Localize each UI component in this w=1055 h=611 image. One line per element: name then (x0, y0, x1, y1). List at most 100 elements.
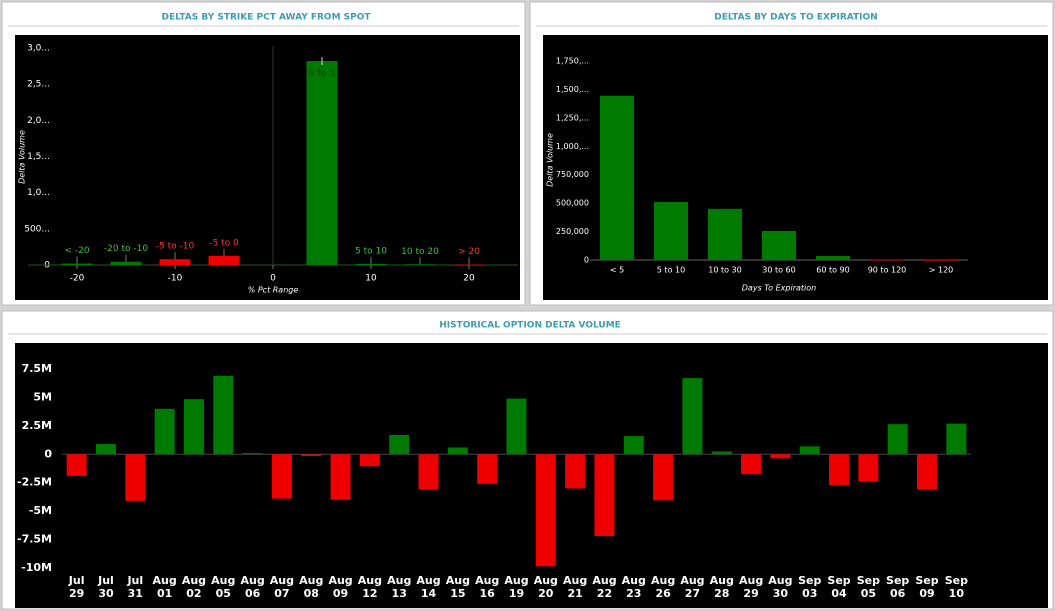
x-tick-label: < 5 (610, 266, 624, 275)
bar (924, 259, 958, 261)
x-tick-label: 20 (463, 274, 475, 284)
bar (154, 408, 175, 455)
bar (477, 454, 498, 484)
bar (506, 398, 527, 455)
y-tick-label: 1,500,... (556, 85, 589, 94)
bar (359, 454, 380, 467)
y-tick-label: 1,000,... (556, 142, 589, 151)
x-tick-label: 10 (365, 274, 377, 284)
chart-title: DELTAS BY STRIKE PCT AWAY FROM SPOT (161, 13, 371, 23)
chart-title: HISTORICAL OPTION DELTA VOLUME (439, 321, 621, 331)
data-label: > 20 (458, 247, 480, 257)
bar (418, 454, 439, 490)
x-tick-label: Aug 14 (416, 574, 441, 600)
x-tick-label: Aug 20 (533, 574, 558, 600)
y-tick-label: 0 (44, 447, 52, 460)
bar (623, 436, 644, 455)
x-tick-label: Aug 21 (563, 574, 588, 600)
x-tick-label: 10 to 30 (708, 266, 741, 275)
bar (306, 61, 338, 265)
x-tick-label: Aug 29 (738, 574, 764, 600)
x-tick-label: 5 to 10 (657, 266, 685, 275)
plot-area (15, 35, 520, 300)
data-label: 10 to 20 (401, 247, 439, 257)
data-label: -5 to 0 (209, 238, 239, 248)
bar (95, 444, 116, 455)
bar (654, 202, 688, 260)
plot-area (15, 343, 1048, 608)
bar (330, 454, 351, 500)
bar (653, 454, 674, 501)
x-tick-label: Aug 23 (621, 574, 646, 600)
x-tick-label: Aug 06 (240, 574, 265, 600)
bar (682, 378, 703, 455)
bar (404, 264, 436, 266)
x-tick-label: Sep 04 (827, 574, 851, 600)
y-tick-label: 1,0... (27, 188, 50, 198)
bar (887, 424, 908, 455)
x-axis-title: % Pct Range (248, 286, 299, 295)
y-tick-label: 0 (584, 256, 589, 265)
bar (829, 454, 850, 485)
y-tick-label: 3,0... (27, 44, 50, 54)
y-tick-label: 7.5M (22, 362, 52, 375)
x-tick-label: Aug 22 (592, 574, 617, 600)
y-tick-label: 1,250,... (556, 113, 589, 122)
y-tick-label: 250,000 (556, 227, 589, 236)
y-tick-label: 2.5M (22, 419, 52, 432)
bar (799, 446, 820, 455)
x-tick-label: Aug 30 (768, 574, 793, 600)
x-tick-label: Jul 31 (127, 574, 144, 600)
y-tick-label: -5M (29, 504, 52, 517)
y-axis-title: Delta Volume (546, 133, 555, 187)
y-tick-label: 2,0... (27, 116, 50, 126)
bar (816, 256, 850, 260)
x-tick-label: 90 to 120 (868, 266, 907, 275)
x-tick-label: Aug 09 (328, 574, 353, 600)
x-tick-label: Sep 03 (798, 574, 822, 600)
bar (453, 264, 485, 266)
bar (159, 259, 191, 265)
bar (61, 263, 93, 265)
bar (389, 434, 410, 455)
x-tick-label: Aug 16 (475, 574, 500, 600)
bar (213, 375, 234, 455)
x-tick-label: Aug 12 (357, 574, 382, 600)
bar (355, 263, 387, 265)
bar (870, 259, 904, 261)
bar (447, 447, 468, 455)
bar (741, 454, 762, 475)
data-label: -20 to -10 (104, 244, 148, 254)
x-tick-label: Aug 19 (504, 574, 529, 600)
y-tick-label: 750,000 (556, 170, 589, 179)
x-tick-label: Aug 08 (299, 574, 324, 600)
bar (271, 454, 292, 499)
x-tick-label: Jul 30 (98, 574, 114, 600)
x-tick-label: -20 (70, 274, 85, 284)
bar (301, 454, 322, 456)
bar (565, 454, 586, 489)
x-tick-label: Aug 27 (680, 574, 705, 600)
bar (242, 453, 263, 455)
bar (110, 261, 142, 265)
bar (917, 454, 938, 490)
x-tick-label: Aug 02 (181, 574, 207, 600)
y-tick-label: 2,5... (27, 80, 50, 90)
bar (600, 95, 634, 260)
x-tick-label: Sep 05 (856, 574, 880, 600)
x-tick-label: > 120 (929, 266, 954, 275)
y-tick-label: 5M (33, 390, 52, 403)
data-label: 0 to 5 (309, 69, 335, 79)
x-tick-label: Sep 10 (944, 574, 968, 600)
y-tick-label: 500... (24, 224, 50, 234)
data-label: < -20 (64, 246, 89, 256)
x-tick-label: Sep 06 (886, 574, 910, 600)
x-tick-label: 0 (270, 274, 276, 284)
y-tick-label: 1,5... (27, 152, 50, 162)
y-tick-label: -10M (21, 561, 52, 574)
y-tick-label: 1,750,... (556, 57, 589, 66)
x-tick-label: Sep 09 (915, 574, 939, 600)
x-tick-label: Aug 28 (709, 574, 734, 600)
x-tick-label: Aug 26 (651, 574, 676, 600)
